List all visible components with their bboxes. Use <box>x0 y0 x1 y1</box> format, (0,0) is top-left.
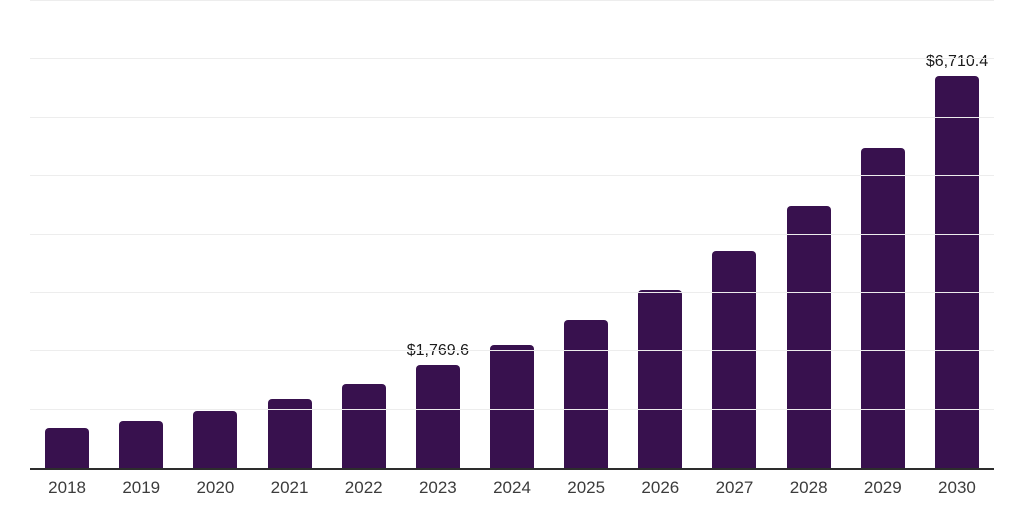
bars-row: $1,769.6 $6,710.4 <box>30 1 994 468</box>
gridline <box>30 0 994 1</box>
bar-slot-2030: $6,710.4 <box>920 1 994 468</box>
bar-slot-2023: $1,769.6 <box>401 1 475 468</box>
bar-slot-2020 <box>178 1 252 468</box>
x-tick-label-2020: 2020 <box>196 478 235 497</box>
bar-slot-2026 <box>623 1 697 468</box>
x-tick-label-2027: 2027 <box>715 478 754 497</box>
bar-slot-2019 <box>104 1 178 468</box>
bar-slot-2027 <box>697 1 771 468</box>
x-tick-label-2024: 2024 <box>493 478 531 497</box>
gridline <box>30 58 994 60</box>
bar-2021 <box>267 399 312 468</box>
gridline <box>30 116 994 118</box>
bar-2028 <box>786 205 831 468</box>
bar-2029 <box>860 147 905 468</box>
x-tick-label-2022: 2022 <box>344 478 383 497</box>
x-tick-label-2018: 2018 <box>48 478 86 497</box>
x-axis-tick-labels: 2018 2019 2020 2021 2022 2023 2024 2025 2026 2027… <box>30 478 994 498</box>
x-tick-label-2026: 2026 <box>641 478 680 497</box>
bar-2025 <box>564 320 609 468</box>
x-tick-label-2029: 2029 <box>863 478 902 497</box>
gridline <box>30 233 994 235</box>
plot-area: $1,769.6 $6,710.4 <box>30 0 994 468</box>
bar-2024 <box>490 345 535 468</box>
value-label-2030: $6,710.4 <box>925 53 989 71</box>
x-tick-label-2028: 2028 <box>789 478 828 497</box>
x-tick-label-2025: 2025 <box>567 478 606 497</box>
bar-2023 <box>415 364 460 468</box>
gridline <box>30 291 994 293</box>
x-tick-label-2021: 2021 <box>270 478 309 497</box>
x-tick-label-2023: 2023 <box>418 478 457 497</box>
bar-2022 <box>341 383 386 468</box>
bar-slot-2024 <box>475 1 549 468</box>
bar-2027 <box>712 251 757 468</box>
x-axis-line <box>30 468 994 470</box>
bar-slot-2022 <box>327 1 401 468</box>
bar-2030 <box>934 76 979 468</box>
bar-2026 <box>638 289 683 468</box>
bar-slot-2021 <box>252 1 326 468</box>
gridline <box>30 350 994 352</box>
bar-slot-2018 <box>30 1 104 468</box>
bar-slot-2029 <box>846 1 920 468</box>
bar-slot-2028 <box>772 1 846 468</box>
x-tick-label-2030: 2030 <box>938 478 976 497</box>
value-label-2023: $1,769.6 <box>406 341 469 359</box>
bar-2019 <box>119 421 164 468</box>
bar-2020 <box>193 411 238 468</box>
x-tick-label-2019: 2019 <box>122 478 161 497</box>
gridline <box>30 175 994 177</box>
bar-slot-2025 <box>549 1 623 468</box>
bar-2018 <box>45 428 90 468</box>
gridline <box>30 408 994 410</box>
